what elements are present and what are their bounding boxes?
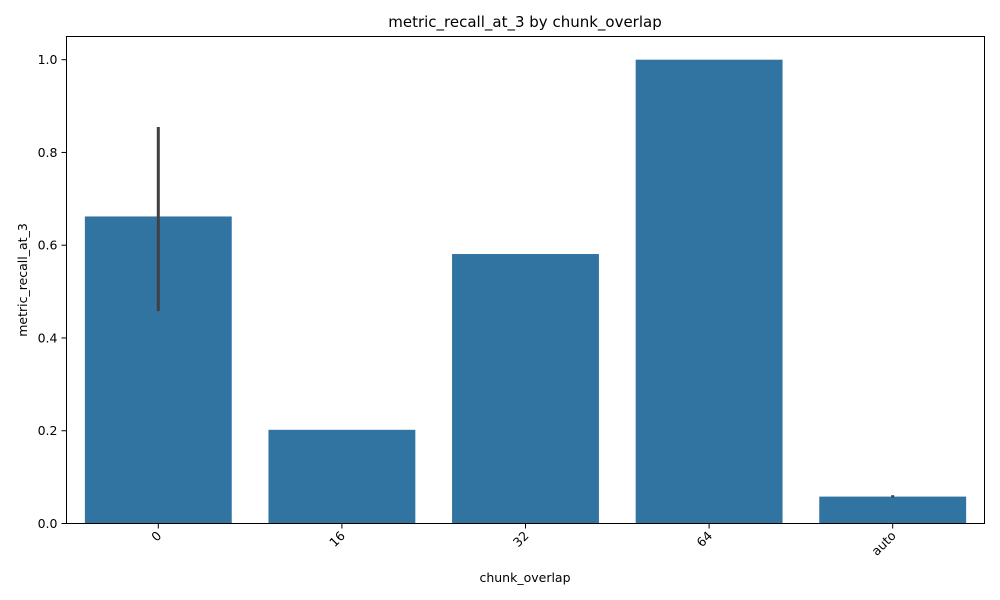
y-tick-label: 0.0 [38,516,58,531]
x-tick-label-64: 64 [693,528,715,550]
bars-group [84,59,967,524]
y-tick-label: 0.8 [38,145,58,160]
y-axis: 0.0 0.2 0.4 0.6 0.8 1.0 [38,52,67,531]
bar-32 [452,254,599,524]
bar-auto [819,496,967,524]
y-tick-label: 0.2 [38,423,58,438]
x-tick-label-0: 0 [148,528,164,544]
x-tick-label-32: 32 [510,528,532,550]
x-tick-label-16: 16 [326,528,348,550]
y-tick-label: 0.6 [38,238,58,253]
y-tick-label: 0.4 [38,330,58,345]
y-tick-label: 1.0 [38,52,58,67]
error-bars-group [156,126,895,498]
x-tick-label-auto: auto [868,528,899,559]
chart-title: metric_recall_at_3 by chunk_overlap [388,13,661,32]
bar-64 [635,59,783,524]
x-axis: 0 16 32 64 auto [148,523,899,559]
x-axis-label: chunk_overlap [479,570,570,585]
y-axis-label: metric_recall_at_3 [15,223,30,337]
bar-16 [268,429,416,524]
